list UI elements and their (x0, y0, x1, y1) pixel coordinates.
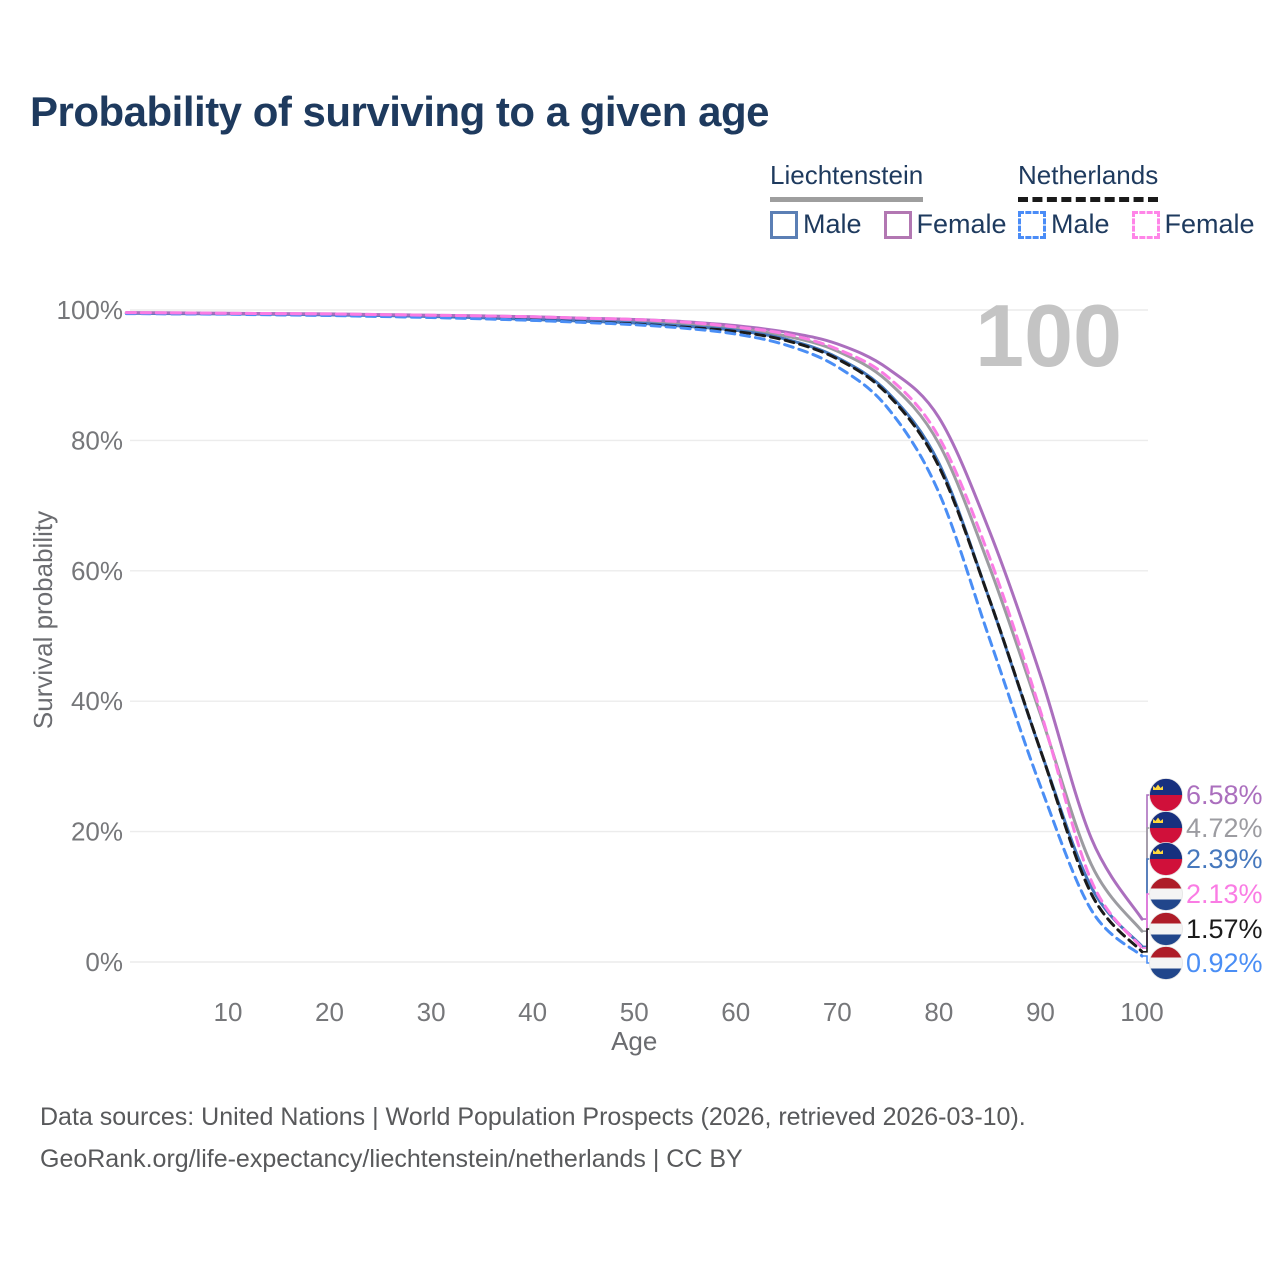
x-tick-label: 100 (1120, 997, 1163, 1027)
end-value-label: 0.92% (1186, 948, 1263, 978)
curve-liechtenstein-male (124, 311, 1144, 948)
x-axis-title: Age (611, 1026, 657, 1056)
line-swatch-solid-icon (883, 210, 912, 239)
legend-item-label: Female (1164, 209, 1255, 239)
end-value-label: 2.13% (1186, 879, 1263, 909)
legend-title-liechtenstein: Liechtenstein (770, 160, 924, 202)
legend-item-netherlands-male[interactable]: Male (1018, 209, 1110, 240)
footer-sources-line: Data sources: United Nations | World Pop… (40, 1103, 1026, 1131)
legend-item-liechtenstein-female[interactable]: Female (883, 209, 1007, 240)
line-swatch-solid-icon (770, 210, 798, 239)
legend-group-liechtenstein: Liechtenstein Male Female (770, 160, 1007, 240)
curve-liechtenstein-both-sexes (124, 311, 1144, 933)
x-tick-label: 50 (620, 997, 649, 1027)
end-value-label: 6.58% (1186, 780, 1263, 810)
y-tick-label: 100% (57, 295, 124, 325)
flag-icon-netherlands (1149, 912, 1183, 946)
curve-netherlands-male (124, 312, 1144, 958)
legend-title-netherlands: Netherlands (1018, 160, 1159, 202)
line-swatch-dashed-icon (1131, 210, 1160, 239)
x-tick-label: 10 (213, 997, 242, 1027)
y-tick-label: 0% (85, 947, 123, 977)
x-tick-label: 70 (823, 997, 852, 1027)
watermark-age-100: 100 (975, 286, 1122, 385)
end-value-label: 2.39% (1186, 844, 1263, 874)
end-value-label: 4.72% (1186, 813, 1263, 843)
y-tick-label: 20% (71, 817, 123, 847)
end-value-label: 1.57% (1186, 914, 1263, 944)
curve-netherlands-female (124, 311, 1144, 950)
legend-item-netherlands-female[interactable]: Female (1131, 209, 1255, 240)
x-tick-label: 90 (1026, 997, 1055, 1027)
legend-item-label: Male (803, 209, 862, 239)
flag-icon-liechtenstein (1149, 811, 1183, 845)
x-tick-label: 30 (417, 997, 446, 1027)
y-axis-title: Survival probability (28, 511, 58, 729)
legend-group-netherlands: Netherlands Male Female (1018, 160, 1255, 240)
flag-icon-liechtenstein (1149, 842, 1183, 876)
legend-item-label: Male (1051, 209, 1110, 239)
y-tick-label: 80% (71, 425, 123, 455)
x-tick-label: 20 (315, 997, 344, 1027)
line-swatch-dashed-icon (1018, 210, 1046, 239)
legend-item-liechtenstein-male[interactable]: Male (770, 209, 862, 240)
x-tick-label: 80 (924, 997, 953, 1027)
footer-attribution-line: GeoRank.org/life-expectancy/liechtenstei… (40, 1145, 743, 1173)
flag-icon-netherlands (1149, 877, 1183, 911)
curve-liechtenstein-female (124, 311, 1144, 921)
x-tick-label: 40 (518, 997, 547, 1027)
data-source-footer: Data sources: United Nations | World Pop… (40, 1096, 1026, 1180)
y-tick-label: 60% (71, 556, 123, 586)
y-tick-label: 40% (71, 686, 123, 716)
legend-item-label: Female (916, 209, 1007, 239)
page-title: Probability of surviving to a given age (30, 88, 769, 135)
x-tick-label: 60 (721, 997, 750, 1027)
curve-netherlands-both-sexes (124, 311, 1144, 954)
flag-icon-netherlands (1149, 946, 1183, 980)
flag-icon-liechtenstein (1149, 778, 1183, 812)
